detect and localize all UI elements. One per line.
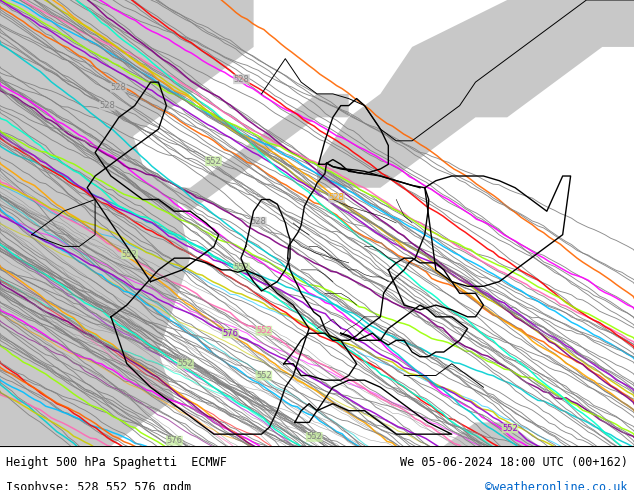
Polygon shape	[0, 0, 222, 446]
Text: 528: 528	[328, 194, 344, 202]
Text: Height 500 hPa Spaghetti  ECMWF: Height 500 hPa Spaghetti ECMWF	[6, 456, 227, 468]
Text: 552: 552	[178, 359, 193, 368]
Text: 552: 552	[122, 250, 138, 259]
Polygon shape	[0, 0, 254, 141]
Text: 576: 576	[223, 329, 238, 338]
Text: 576: 576	[166, 436, 183, 445]
Polygon shape	[317, 0, 634, 188]
Text: 552: 552	[256, 371, 272, 380]
Text: 528: 528	[250, 217, 266, 226]
Text: 528: 528	[233, 74, 249, 84]
Text: 552: 552	[502, 424, 518, 433]
Text: 528: 528	[110, 83, 126, 92]
Text: 552: 552	[256, 326, 272, 335]
Text: 552: 552	[205, 157, 221, 166]
Text: 552: 552	[233, 263, 249, 272]
Text: ©weatheronline.co.uk: ©weatheronline.co.uk	[485, 481, 628, 490]
Polygon shape	[158, 94, 349, 211]
Text: 552: 552	[306, 433, 322, 441]
Text: 528: 528	[100, 101, 115, 110]
Text: We 05-06-2024 18:00 UTC (00+162): We 05-06-2024 18:00 UTC (00+162)	[399, 456, 628, 468]
Polygon shape	[380, 422, 634, 490]
Text: Isophyse: 528 552 576 gpdm: Isophyse: 528 552 576 gpdm	[6, 481, 191, 490]
